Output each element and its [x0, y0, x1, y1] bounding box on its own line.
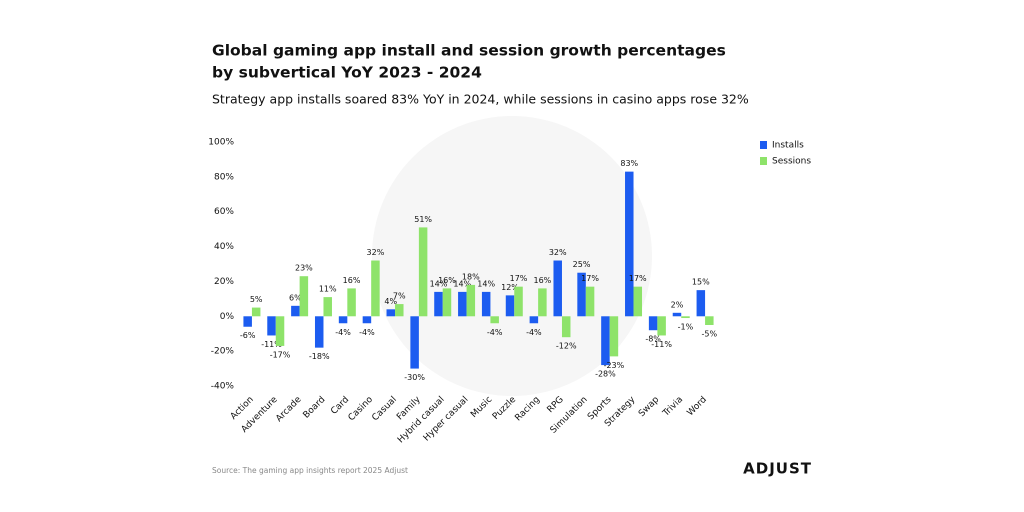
bar [442, 288, 452, 317]
y-tick-label: 100% [208, 138, 234, 148]
bar [323, 297, 332, 317]
value-label: 6% [289, 293, 302, 302]
bar [347, 288, 356, 317]
bar [291, 305, 300, 317]
value-label: 25% [573, 260, 591, 269]
value-label: 4% [384, 297, 397, 306]
value-label: -5% [702, 330, 718, 339]
bar [434, 291, 443, 317]
bar [529, 316, 539, 324]
value-label: 14% [453, 279, 471, 288]
value-label: -6% [240, 331, 256, 340]
bar [466, 284, 476, 317]
bar [243, 316, 252, 327]
chart-title: Global gaming app install and session gr… [212, 42, 726, 60]
value-label: 18% [462, 272, 480, 281]
value-label: -11% [261, 340, 282, 349]
value-label: -11% [651, 340, 672, 349]
y-tick-label: 60% [214, 207, 234, 217]
value-label: -4% [487, 328, 503, 337]
bar [696, 290, 706, 317]
value-label: 14% [477, 279, 495, 288]
bar [251, 307, 261, 317]
value-label: -12% [556, 342, 577, 351]
bar [481, 291, 491, 317]
value-label: -30% [404, 373, 425, 382]
bar [657, 316, 666, 336]
bar [609, 316, 619, 357]
value-label: 51% [414, 215, 432, 224]
value-label: 5% [250, 295, 263, 304]
legend-swatch [760, 141, 767, 149]
value-label: -1% [678, 323, 694, 332]
bar [648, 316, 658, 331]
logo: ADJUST [743, 460, 812, 478]
value-label: 14% [430, 279, 448, 288]
bar [705, 316, 714, 325]
value-label: -4% [335, 328, 351, 337]
bar [538, 288, 547, 317]
value-label: 17% [510, 274, 528, 283]
value-label: 83% [620, 159, 638, 168]
value-label: -18% [309, 352, 330, 361]
value-label: 17% [581, 274, 599, 283]
bar [418, 227, 428, 317]
bar [514, 286, 523, 317]
value-label: 11% [319, 285, 337, 294]
bar [458, 291, 467, 317]
value-label: -4% [359, 328, 375, 337]
legend-label: Sessions [772, 157, 811, 167]
bar [267, 316, 276, 336]
bar [681, 316, 690, 319]
y-tick-label: 0% [220, 312, 235, 322]
chart-subtitle: Strategy app installs soared 83% YoY in … [212, 92, 749, 107]
bar [299, 276, 309, 317]
value-label: -17% [270, 350, 291, 359]
y-tick-label: 40% [214, 242, 234, 252]
bar [338, 316, 348, 324]
value-label: 12% [501, 283, 519, 292]
legend-swatch [760, 157, 767, 165]
value-label: -4% [526, 328, 542, 337]
bar [505, 295, 515, 317]
value-label: 16% [343, 276, 361, 285]
watermark [372, 116, 652, 396]
y-tick-label: 20% [214, 277, 234, 287]
value-label: 15% [692, 278, 710, 287]
value-label: -8% [645, 335, 661, 344]
value-label: -28% [595, 370, 616, 379]
value-label: -23% [604, 361, 625, 370]
value-label: 23% [295, 264, 313, 273]
bar [362, 316, 372, 324]
bar [577, 272, 586, 317]
y-tick-label: -20% [211, 347, 235, 357]
bar [386, 309, 396, 317]
bar [585, 286, 595, 317]
value-label: 16% [533, 276, 551, 285]
value-label: 7% [393, 292, 406, 301]
chart-title: by subvertical YoY 2023 - 2024 [212, 64, 482, 82]
bar [561, 316, 571, 338]
bar [275, 316, 285, 346]
value-label: 32% [549, 248, 567, 257]
bar [601, 316, 610, 366]
bar [672, 312, 682, 317]
y-tick-label: 80% [214, 172, 234, 182]
bar [395, 304, 404, 317]
value-label: 17% [629, 274, 647, 283]
bar [625, 171, 634, 317]
bar [490, 316, 499, 324]
bar [314, 316, 324, 348]
bar [633, 286, 643, 317]
value-label: 16% [438, 276, 456, 285]
bar [371, 260, 380, 317]
y-tick-label: -40% [211, 382, 235, 392]
value-label: 2% [671, 300, 684, 309]
bar [410, 316, 419, 369]
value-label: 32% [367, 248, 385, 257]
source: Source: The gaming app insights report 2… [212, 466, 408, 475]
legend-label: Installs [772, 141, 804, 151]
bar [553, 260, 562, 317]
